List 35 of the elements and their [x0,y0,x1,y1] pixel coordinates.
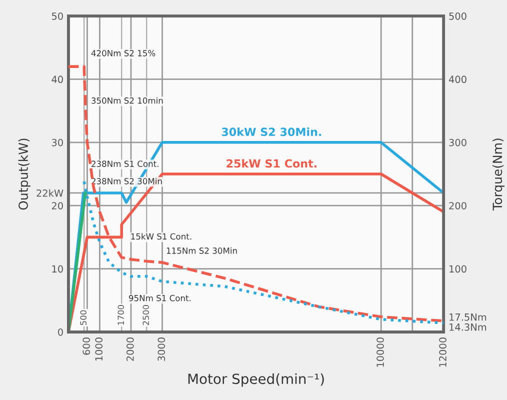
ref-line-label: 1700 [118,305,124,325]
y2-tick-label: 14.3Nm [450,323,486,331]
x-tick-label: 12000 [439,338,446,367]
x-tick-label: 10000 [376,338,384,367]
y2-tick-label: 100 [450,265,466,273]
y2-tick-label: 200 [449,202,466,210]
x-axis-title: Motor Speed(min⁻¹) [188,373,324,387]
y-tick-label: 20 [52,202,63,210]
y-tick-label: 0 [58,328,63,336]
y2-axis-title: Torque(Nm) [492,138,505,210]
ref-line-label: 2500 [142,305,150,326]
y2-tick-label: 300 [449,138,466,146]
y-tick-label: 22kW [36,189,64,197]
annotation: 95Nm S1 Cont. [129,294,191,302]
annotation: 15kW S1 Cont. [131,233,192,240]
y-tick-label: 10 [52,265,63,273]
series-label: 30kW S2 30Min. [222,127,322,136]
y2-tick-label: 400 [448,76,466,84]
x-tick-label: 2000 [126,338,134,361]
annotation: 420Nm S2 15% [91,50,156,56]
y2-tick-label: 500 [449,12,466,20]
y-tick-label: 40 [52,76,63,84]
series-label: 25kW S1 Cont. [226,159,316,168]
y-tick-label: 50 [52,12,63,20]
ref-line-label: 500 [80,310,86,326]
annotation: 238Nm S2 30Min [92,178,162,184]
y-tick-label: 30 [52,138,63,146]
y2-tick-label: 17.5Nm [450,314,486,321]
y-axis-title: Output(kW) [18,138,30,210]
x-tick-label: 3000 [158,338,166,361]
annotation: 350Nm S2 10min [92,97,163,104]
x-tick-label: 600 [82,338,90,355]
annotation: 115Nm S2 30Min [166,247,237,254]
annotation: 238Nm S1 Cont. [92,160,158,167]
x-tick-label: 1000 [95,338,103,361]
